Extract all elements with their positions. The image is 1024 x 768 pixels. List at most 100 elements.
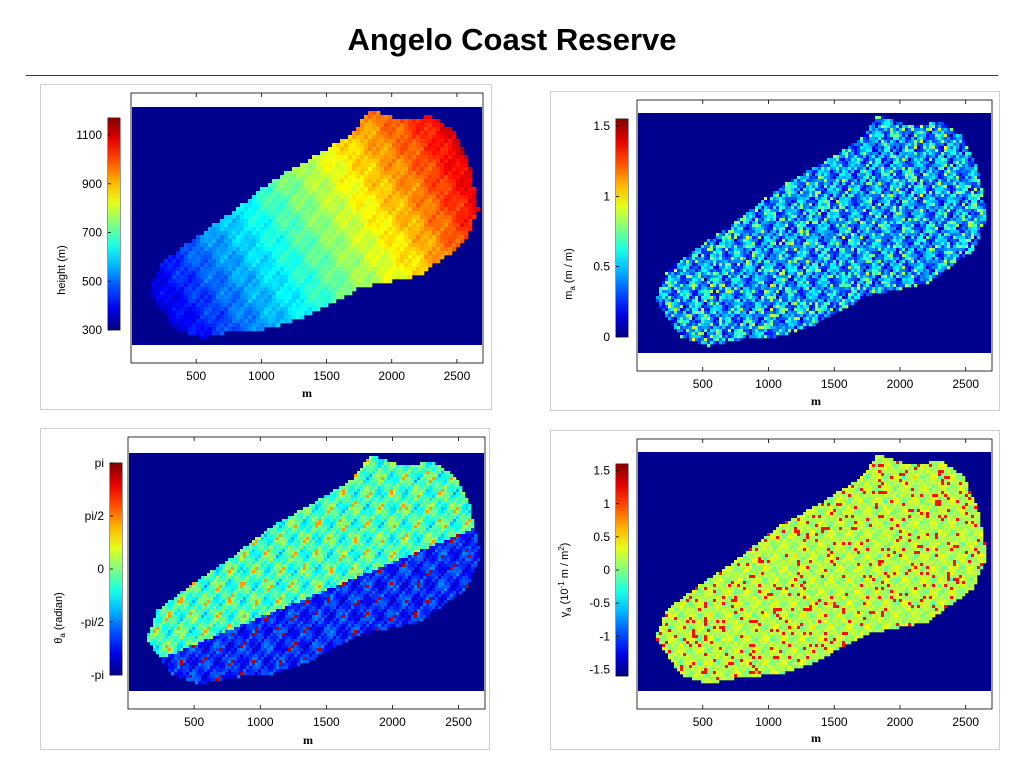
map-cell — [280, 191, 285, 196]
map-cell — [308, 259, 313, 264]
map-cell — [893, 191, 897, 195]
map-cell — [962, 203, 966, 207]
map-cell — [929, 146, 933, 150]
map-cell — [240, 207, 245, 212]
map-cell — [818, 197, 822, 201]
map-cell — [224, 327, 229, 332]
map-cell — [881, 164, 885, 168]
map-cell — [400, 123, 405, 128]
map-cell — [352, 167, 357, 172]
map-cell — [212, 287, 217, 292]
map-cell — [436, 163, 441, 168]
map-cell — [340, 295, 345, 300]
map-cell — [971, 230, 975, 234]
map-cell — [902, 164, 906, 168]
map-cell — [356, 263, 361, 268]
map-cell — [212, 275, 217, 280]
map-cell — [848, 200, 852, 204]
map-cell — [908, 131, 912, 135]
map-cell — [767, 212, 771, 216]
map-cell — [893, 200, 897, 204]
map-cell — [884, 233, 888, 237]
map-cell — [368, 127, 373, 132]
map-cell — [941, 203, 945, 207]
map-cell — [929, 185, 933, 189]
map-cell — [244, 247, 249, 252]
map-cell — [803, 215, 807, 219]
map-cell — [400, 135, 405, 140]
map-cell — [911, 230, 915, 234]
map-cell — [896, 161, 900, 165]
map-cell — [336, 219, 341, 224]
map-cell — [268, 219, 273, 224]
map-cell — [818, 203, 822, 207]
map-cell — [420, 159, 425, 164]
map-cell — [176, 255, 181, 260]
map-cell — [444, 195, 449, 200]
map-cell — [224, 275, 229, 280]
map-cell — [340, 163, 345, 168]
map-cell — [851, 182, 855, 186]
map-cell — [268, 319, 273, 324]
map-cell — [920, 125, 924, 129]
map-cell — [965, 158, 969, 162]
map-cell — [232, 219, 237, 224]
map-cell — [821, 212, 825, 216]
map-cell — [914, 140, 918, 144]
map-cell — [368, 163, 373, 168]
map-cell — [280, 223, 285, 228]
map-cell — [803, 227, 807, 231]
map-cell — [941, 206, 945, 210]
map-cell — [436, 247, 441, 252]
map-cell — [236, 247, 241, 252]
map-cell — [941, 164, 945, 168]
map-cell — [328, 195, 333, 200]
map-cell — [320, 223, 325, 228]
map-cell — [344, 235, 349, 240]
map-cell — [878, 125, 882, 129]
map-cell — [890, 182, 894, 186]
map-cell — [977, 179, 981, 183]
map-cell — [965, 152, 969, 156]
map-cell — [348, 187, 353, 192]
map-cell — [240, 203, 245, 208]
map-cell — [821, 200, 825, 204]
map-cell — [956, 227, 960, 231]
map-cell — [923, 131, 927, 135]
map-cell — [248, 203, 253, 208]
map-cell — [788, 215, 792, 219]
map-cell — [292, 219, 297, 224]
map-cell — [953, 209, 957, 213]
map-cell — [818, 176, 822, 180]
map-cell — [881, 215, 885, 219]
map-cell — [917, 227, 921, 231]
map-cell — [929, 218, 933, 222]
map-cell — [456, 155, 461, 160]
map-cell — [348, 159, 353, 164]
map-cell — [800, 215, 804, 219]
map-cell — [376, 195, 381, 200]
map-cell — [857, 200, 861, 204]
map-cell — [929, 182, 933, 186]
map-cell — [851, 143, 855, 147]
map-cell — [869, 221, 873, 225]
map-cell — [456, 243, 461, 248]
map-cell — [176, 283, 181, 288]
map-cell — [424, 239, 429, 244]
map-cell — [965, 200, 969, 204]
map-cell — [408, 243, 413, 248]
map-cell — [384, 175, 389, 180]
map-cell — [869, 137, 873, 141]
map-cell — [788, 197, 792, 201]
map-cell — [396, 119, 401, 124]
map-cell — [408, 143, 413, 148]
map-cell — [917, 158, 921, 162]
map-cell — [947, 233, 951, 237]
map-cell — [364, 179, 369, 184]
map-cell — [953, 131, 957, 135]
map-cell — [328, 175, 333, 180]
map-cell — [432, 199, 437, 204]
map-cell — [404, 143, 409, 148]
map-cell — [456, 179, 461, 184]
